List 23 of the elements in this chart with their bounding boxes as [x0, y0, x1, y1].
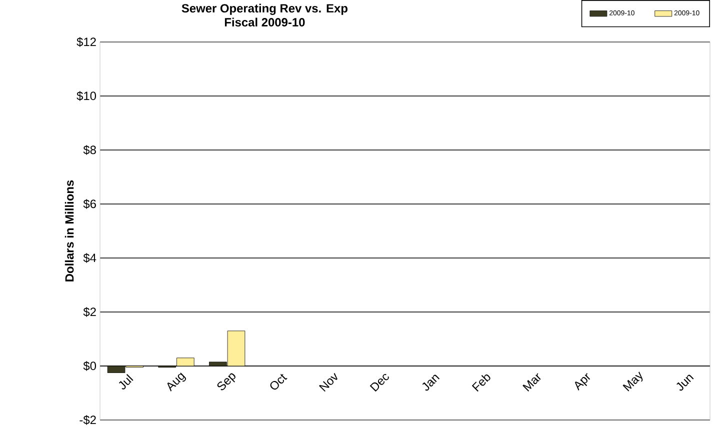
y-tick-label: $0	[83, 361, 96, 371]
x-tick-label: Oct	[270, 374, 288, 390]
x-tick-label: Dec	[370, 374, 389, 392]
x-tick-label: Apr	[574, 373, 590, 391]
y-tick-label: $12	[76, 37, 96, 47]
x-tick-label: Feb	[472, 374, 490, 392]
y-tick-label: $8	[83, 145, 96, 155]
x-tick-label: Nov	[318, 372, 338, 392]
x-tick-label: Jul	[118, 374, 134, 390]
y-tick-label: $4	[83, 253, 96, 263]
x-tick-label: Jan	[422, 374, 440, 391]
chart-subtitle: Fiscal 2009-10	[224, 18, 305, 26]
x-tick-label: Aug	[167, 372, 186, 392]
chart-title: Sewer Operating Rev vs. Exp	[182, 4, 348, 15]
x-tick-label: May	[622, 372, 643, 392]
y-tick-label: $6	[83, 199, 96, 209]
y-tick-label: $2	[83, 307, 96, 317]
y-axis-title: Dollars in Millions	[64, 180, 74, 282]
y-tick-label: -$2	[80, 415, 96, 425]
x-tick-label: Jun	[676, 374, 694, 391]
y-tick-label: $10	[76, 91, 96, 101]
x-tick-label: Mar	[522, 373, 541, 392]
x-tick-label: Sep	[217, 373, 236, 390]
